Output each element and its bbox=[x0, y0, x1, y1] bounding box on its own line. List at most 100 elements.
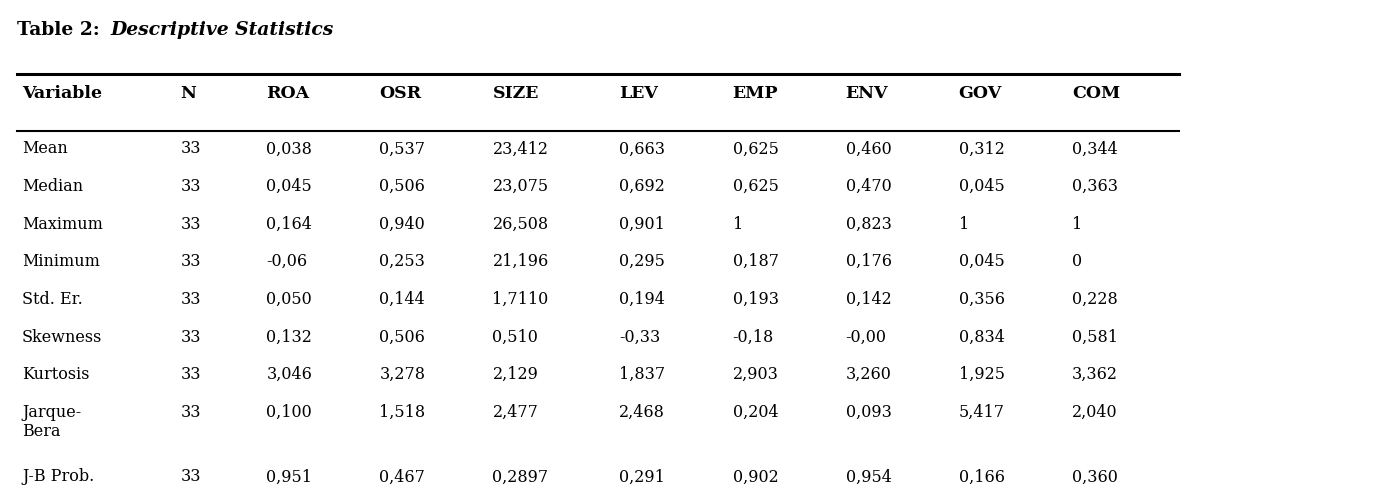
Text: 33: 33 bbox=[180, 366, 201, 383]
Text: 33: 33 bbox=[180, 253, 201, 270]
Text: 1,518: 1,518 bbox=[379, 404, 425, 421]
Text: 0,142: 0,142 bbox=[846, 291, 892, 308]
Text: 0,506: 0,506 bbox=[379, 329, 425, 346]
Text: 0,467: 0,467 bbox=[379, 468, 425, 486]
Text: 2,468: 2,468 bbox=[619, 404, 665, 421]
Text: 0,194: 0,194 bbox=[619, 291, 665, 308]
Text: 0,291: 0,291 bbox=[619, 468, 665, 486]
Text: 2,040: 2,040 bbox=[1072, 404, 1118, 421]
Text: 0,951: 0,951 bbox=[266, 468, 312, 486]
Text: 33: 33 bbox=[180, 216, 201, 233]
Text: 0,581: 0,581 bbox=[1072, 329, 1118, 346]
Text: 0,663: 0,663 bbox=[619, 140, 665, 157]
Text: 0,510: 0,510 bbox=[493, 329, 539, 346]
Text: -0,06: -0,06 bbox=[266, 253, 307, 270]
Text: 23,412: 23,412 bbox=[493, 140, 548, 157]
Text: 0,834: 0,834 bbox=[958, 329, 1004, 346]
Text: GOV: GOV bbox=[958, 85, 1001, 102]
Text: ROA: ROA bbox=[266, 85, 309, 102]
Text: 2,903: 2,903 bbox=[733, 366, 778, 383]
Text: 0,360: 0,360 bbox=[1072, 468, 1118, 486]
Text: 0,537: 0,537 bbox=[379, 140, 425, 157]
Text: COM: COM bbox=[1072, 85, 1120, 102]
Text: Variable: Variable bbox=[22, 85, 102, 102]
Text: 0,506: 0,506 bbox=[379, 178, 425, 195]
Text: 23,075: 23,075 bbox=[493, 178, 548, 195]
Text: 0,045: 0,045 bbox=[958, 178, 1004, 195]
Text: 0,625: 0,625 bbox=[733, 178, 778, 195]
Text: 0,100: 0,100 bbox=[266, 404, 312, 421]
Text: -0,00: -0,00 bbox=[846, 329, 886, 346]
Text: 0,253: 0,253 bbox=[379, 253, 425, 270]
Text: 1: 1 bbox=[733, 216, 742, 233]
Text: -0,18: -0,18 bbox=[733, 329, 774, 346]
Text: 0: 0 bbox=[1072, 253, 1082, 270]
Text: 2,477: 2,477 bbox=[493, 404, 539, 421]
Text: 0,295: 0,295 bbox=[619, 253, 665, 270]
Text: 0,045: 0,045 bbox=[266, 178, 312, 195]
Text: J-B Prob.: J-B Prob. bbox=[22, 468, 94, 486]
Text: 0,187: 0,187 bbox=[733, 253, 778, 270]
Text: 3,278: 3,278 bbox=[379, 366, 425, 383]
Text: Median: Median bbox=[22, 178, 83, 195]
Text: 0,093: 0,093 bbox=[846, 404, 892, 421]
Text: 33: 33 bbox=[180, 140, 201, 157]
Text: EMP: EMP bbox=[733, 85, 778, 102]
Text: N: N bbox=[180, 85, 197, 102]
Text: Jarque-
Bera: Jarque- Bera bbox=[22, 404, 82, 440]
Text: 0,038: 0,038 bbox=[266, 140, 312, 157]
Text: -0,33: -0,33 bbox=[619, 329, 661, 346]
Text: 2,129: 2,129 bbox=[493, 366, 539, 383]
Text: 0,625: 0,625 bbox=[733, 140, 778, 157]
Text: 0,204: 0,204 bbox=[733, 404, 778, 421]
Text: 0,470: 0,470 bbox=[846, 178, 892, 195]
Text: 1: 1 bbox=[958, 216, 970, 233]
Text: 1: 1 bbox=[1072, 216, 1082, 233]
Text: Skewness: Skewness bbox=[22, 329, 102, 346]
Text: 0,344: 0,344 bbox=[1072, 140, 1118, 157]
Text: 0,132: 0,132 bbox=[266, 329, 312, 346]
Text: LEV: LEV bbox=[619, 85, 658, 102]
Text: 1,925: 1,925 bbox=[958, 366, 1004, 383]
Text: 3,362: 3,362 bbox=[1072, 366, 1118, 383]
Text: 0,164: 0,164 bbox=[266, 216, 312, 233]
Text: 0,045: 0,045 bbox=[958, 253, 1004, 270]
Text: Kurtosis: Kurtosis bbox=[22, 366, 90, 383]
Text: 21,196: 21,196 bbox=[493, 253, 548, 270]
Text: 0,902: 0,902 bbox=[733, 468, 778, 486]
Text: 0,363: 0,363 bbox=[1072, 178, 1118, 195]
Text: SIZE: SIZE bbox=[493, 85, 539, 102]
Text: Maximum: Maximum bbox=[22, 216, 102, 233]
Text: 3,046: 3,046 bbox=[266, 366, 312, 383]
Text: 0,144: 0,144 bbox=[379, 291, 425, 308]
Text: 33: 33 bbox=[180, 468, 201, 486]
Text: 0,228: 0,228 bbox=[1072, 291, 1118, 308]
Text: OSR: OSR bbox=[379, 85, 421, 102]
Text: 0,312: 0,312 bbox=[958, 140, 1004, 157]
Text: 0,823: 0,823 bbox=[846, 216, 892, 233]
Text: 0,050: 0,050 bbox=[266, 291, 312, 308]
Text: 0,692: 0,692 bbox=[619, 178, 665, 195]
Text: 1,7110: 1,7110 bbox=[493, 291, 548, 308]
Text: 33: 33 bbox=[180, 178, 201, 195]
Text: 0,954: 0,954 bbox=[846, 468, 892, 486]
Text: Table 2:: Table 2: bbox=[17, 21, 105, 39]
Text: Minimum: Minimum bbox=[22, 253, 100, 270]
Text: Std. Er.: Std. Er. bbox=[22, 291, 83, 308]
Text: 0,356: 0,356 bbox=[958, 291, 1004, 308]
Text: 0,193: 0,193 bbox=[733, 291, 778, 308]
Text: 26,508: 26,508 bbox=[493, 216, 548, 233]
Text: 0,176: 0,176 bbox=[846, 253, 892, 270]
Text: 0,940: 0,940 bbox=[379, 216, 425, 233]
Text: 0,2897: 0,2897 bbox=[493, 468, 548, 486]
Text: ENV: ENV bbox=[846, 85, 888, 102]
Text: 33: 33 bbox=[180, 291, 201, 308]
Text: 5,417: 5,417 bbox=[958, 404, 1004, 421]
Text: 33: 33 bbox=[180, 404, 201, 421]
Text: 0,901: 0,901 bbox=[619, 216, 665, 233]
Text: Descriptive Statistics: Descriptive Statistics bbox=[111, 21, 334, 39]
Text: 0,460: 0,460 bbox=[846, 140, 892, 157]
Text: 33: 33 bbox=[180, 329, 201, 346]
Text: 3,260: 3,260 bbox=[846, 366, 892, 383]
Text: 1,837: 1,837 bbox=[619, 366, 666, 383]
